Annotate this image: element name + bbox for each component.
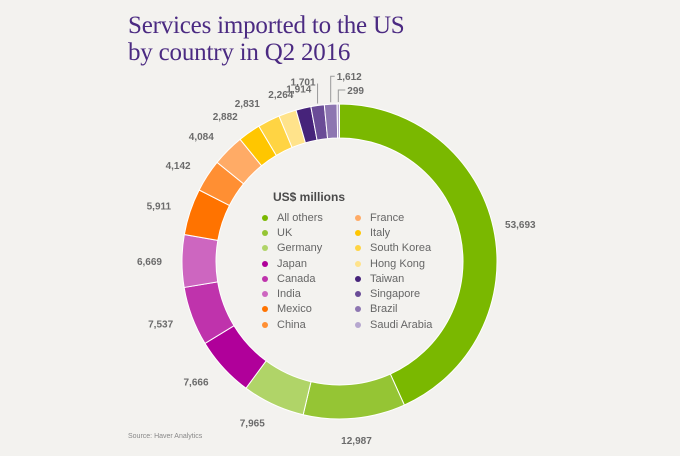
legend-swatch-icon: [262, 306, 268, 313]
legend-label: Saudi Arabia: [370, 318, 433, 331]
legend-item: All others: [262, 210, 355, 225]
source-note: Source: Haver Analytics: [128, 433, 203, 440]
legend-column-2: France Italy South Korea Hong Kong Taiwan Sin…: [355, 210, 448, 332]
legend-item: Germany: [262, 241, 355, 256]
legend-item: Saudi Arabia: [355, 317, 448, 332]
legend-label: Singapore: [370, 288, 421, 301]
legend-label: Germany: [277, 242, 323, 255]
legend-swatch-icon: [355, 275, 361, 282]
donut-slice: [181, 233, 219, 289]
legend-swatch-icon: [355, 260, 361, 267]
value-label: 12,987: [341, 436, 372, 447]
value-label: 6,669: [137, 257, 162, 268]
value-label: 2,882: [213, 112, 238, 123]
donut-slices: [181, 103, 498, 420]
legend-item: Mexico: [262, 302, 355, 317]
chart-title: Services imported to the US by country i…: [128, 12, 405, 66]
leader-lines: [317, 75, 346, 104]
leader-line: [330, 75, 335, 103]
legend-label: France: [370, 211, 405, 224]
legend-label: China: [277, 318, 306, 331]
legend-label: All others: [277, 211, 323, 224]
legend-item: Brazil: [355, 302, 448, 317]
legend-swatch-icon: [262, 245, 268, 252]
legend-swatch-icon: [262, 275, 268, 282]
value-label: 2,264: [268, 90, 293, 101]
legend-title: US$ millions: [273, 190, 346, 204]
legend-item: Canada: [262, 271, 355, 286]
donut-slice: [336, 103, 340, 139]
legend-label: South Korea: [370, 242, 432, 255]
chart-title-line-1: Services imported to the US: [128, 12, 405, 39]
legend-label: Mexico: [277, 303, 312, 316]
legend-swatch-icon: [355, 214, 361, 221]
value-label: 53,693: [505, 220, 536, 231]
legend-label: Hong Kong: [370, 257, 426, 270]
legend-item: Taiwan: [355, 271, 448, 286]
value-label: 7,666: [183, 377, 208, 388]
legend-swatch-icon: [355, 245, 361, 252]
legend-item: Singapore: [355, 286, 448, 301]
legend-swatch-icon: [355, 229, 361, 236]
value-label: 5,911: [147, 201, 172, 212]
legend-item: India: [262, 286, 355, 301]
legend-swatch-icon: [262, 321, 268, 328]
legend-label: Italy: [370, 226, 391, 239]
chart-title-line-2: by country in Q2 2016: [128, 39, 351, 66]
legend-item: China: [262, 317, 355, 332]
value-label: 1,701: [291, 78, 316, 89]
legend-label: Canada: [277, 272, 316, 285]
legend-item: UK: [262, 225, 355, 240]
legend-item: Japan: [262, 256, 355, 271]
leader-line: [337, 89, 346, 103]
legend-swatch-icon: [262, 260, 268, 267]
legend-column-1: All others UK Germany Japan Canada India Mexic…: [262, 210, 355, 332]
legend-item: France: [355, 210, 448, 225]
legend-swatch-icon: [355, 306, 361, 313]
legend-item: Italy: [355, 225, 448, 240]
legend-label: India: [277, 288, 301, 301]
legend-label: UK: [277, 226, 293, 239]
legend-item: South Korea: [355, 241, 448, 256]
legend: US$ millions All others UK Germany Japan Can…: [262, 190, 448, 332]
legend-swatch-icon: [262, 291, 268, 298]
value-label: 4,142: [166, 161, 191, 172]
legend-label: Taiwan: [370, 272, 405, 285]
legend-item: Hong Kong: [355, 256, 448, 271]
value-label: 1,612: [337, 72, 362, 83]
value-label: 7,965: [240, 419, 265, 430]
legend-swatch-icon: [355, 321, 361, 328]
legend-swatch-icon: [262, 229, 268, 236]
value-label: 2,831: [235, 99, 260, 110]
donut-slice: [302, 373, 406, 420]
legend-label: Japan: [277, 257, 307, 270]
legend-swatch-icon: [355, 291, 361, 298]
value-label: 7,537: [148, 319, 173, 330]
value-label: 299: [347, 86, 364, 97]
legend-swatch-icon: [262, 214, 268, 221]
value-labels: 53,693 12,987 7,965 7,666 7,537 6,669 5,911 4,1…: [137, 72, 536, 447]
legend-label: Brazil: [370, 303, 398, 316]
value-label: 1,914: [286, 85, 311, 96]
value-label: 4,084: [189, 132, 214, 143]
